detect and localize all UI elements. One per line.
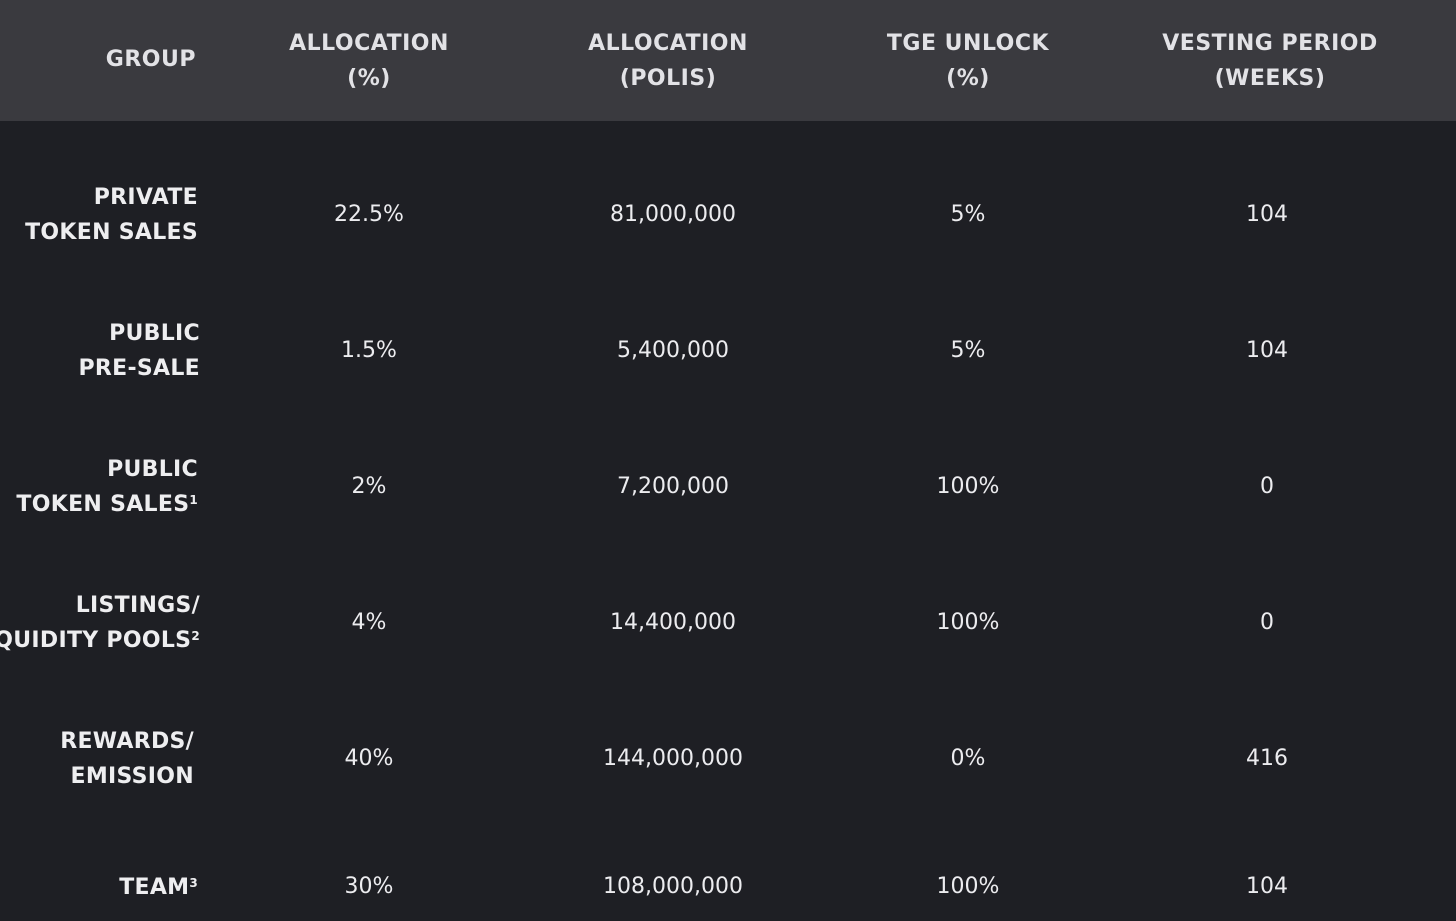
group-line2: TOKEN SALES xyxy=(25,220,198,245)
tge-unlock-cell: 0% xyxy=(950,746,986,771)
header-group-label: GROUP xyxy=(105,47,196,72)
header-allocation-pct-line2: (%) xyxy=(347,66,391,91)
group-line1: LISTINGS/ xyxy=(75,593,200,618)
header-tge-unlock-line2: (%) xyxy=(946,66,990,91)
group-cell: PRIVATE TOKEN SALES xyxy=(25,165,198,265)
tge-unlock-cell: 100% xyxy=(936,610,1000,635)
footnote-marker: 2 xyxy=(191,629,200,643)
allocation-polis-cell: 7,200,000 xyxy=(617,474,729,499)
group-line2-wrap: TOKEN SALES xyxy=(25,215,198,250)
group-cell: PUBLIC TOKEN SALES1 xyxy=(16,437,198,537)
table-header: GROUP ALLOCATION (%) ALLOCATION (POLIS) … xyxy=(0,0,1456,121)
allocation-pct-cell: 2% xyxy=(351,474,387,499)
allocation-polis-cell: 14,400,000 xyxy=(610,610,736,635)
group-line1: PUBLIC xyxy=(109,321,200,346)
allocation-pct-cell: 1.5% xyxy=(341,338,397,363)
group-line2-wrap: TOKEN SALES1 xyxy=(16,487,198,522)
table-row: PUBLIC PRE-SALE 1.5% 5,400,000 5% 104 xyxy=(0,301,1456,401)
header-tge-unlock: TGE UNLOCK (%) xyxy=(887,26,1049,96)
header-allocation-polis: ALLOCATION (POLIS) xyxy=(588,26,748,96)
table-row: REWARDS/ EMISSION 40% 144,000,000 0% 416 xyxy=(0,709,1456,809)
header-vesting-period-line1: VESTING PERIOD xyxy=(1162,31,1378,56)
header-allocation-pct: ALLOCATION (%) xyxy=(289,26,449,96)
tge-unlock-cell: 5% xyxy=(950,338,986,363)
tge-unlock-cell: 100% xyxy=(936,474,1000,499)
header-allocation-pct-line1: ALLOCATION xyxy=(289,31,449,56)
group-line2: EMISSION xyxy=(70,764,194,789)
table-row: PUBLIC TOKEN SALES1 2% 7,200,000 100% 0 xyxy=(0,437,1456,537)
allocation-polis-cell: 5,400,000 xyxy=(617,338,729,363)
group-line1: PUBLIC xyxy=(107,457,198,482)
allocation-pct-cell: 4% xyxy=(351,610,387,635)
vesting-weeks-cell: 104 xyxy=(1246,874,1288,899)
group-line1: PRIVATE xyxy=(93,185,198,210)
header-group: GROUP xyxy=(106,42,196,77)
group-cell: REWARDS/ EMISSION xyxy=(60,709,194,809)
table-row: TEAM3 30% 108,000,000 100% 104 xyxy=(0,837,1456,921)
group-line2-wrap: EMISSION xyxy=(60,759,194,794)
vesting-weeks-cell: 104 xyxy=(1246,338,1288,363)
allocation-pct-cell: 22.5% xyxy=(334,202,404,227)
allocation-polis-cell: 81,000,000 xyxy=(610,202,736,227)
footnote-marker: 3 xyxy=(189,875,198,890)
group-line2-wrap: LIQUIDITY POOLS2 xyxy=(0,623,200,658)
tge-unlock-cell: 100% xyxy=(936,874,1000,899)
header-vesting-period-line2: (WEEKS) xyxy=(1214,66,1326,91)
header-allocation-polis-line1: ALLOCATION xyxy=(588,31,748,56)
table-row: PRIVATE TOKEN SALES 22.5% 81,000,000 5% … xyxy=(0,165,1456,265)
allocation-polis-cell: 108,000,000 xyxy=(603,874,743,899)
footnote-marker: 1 xyxy=(189,493,198,507)
group-line2-wrap: PRE-SALE xyxy=(78,351,200,386)
group-cell: PUBLIC PRE-SALE xyxy=(78,301,200,401)
vesting-weeks-cell: 104 xyxy=(1246,202,1288,227)
group-line2: LIQUIDITY POOLS xyxy=(0,628,192,653)
group-line2-wrap: TEAM3 xyxy=(119,870,198,905)
vesting-weeks-cell: 0 xyxy=(1260,474,1274,499)
header-vesting-period: VESTING PERIOD (WEEKS) xyxy=(1162,26,1377,96)
tge-unlock-cell: 5% xyxy=(950,202,986,227)
group-cell: LISTINGS/ LIQUIDITY POOLS2 xyxy=(0,573,200,673)
allocation-polis-cell: 144,000,000 xyxy=(603,746,743,771)
header-allocation-polis-line2: (POLIS) xyxy=(619,66,717,91)
allocation-pct-cell: 40% xyxy=(344,746,394,771)
vesting-weeks-cell: 0 xyxy=(1260,610,1274,635)
group-line2: TOKEN SALES xyxy=(16,492,190,517)
allocation-pct-cell: 30% xyxy=(344,874,394,899)
group-line2: PRE-SALE xyxy=(78,356,200,381)
group-cell: TEAM3 xyxy=(119,837,198,921)
vesting-weeks-cell: 416 xyxy=(1246,746,1288,771)
group-line1: REWARDS/ xyxy=(60,729,194,754)
table-row: LISTINGS/ LIQUIDITY POOLS2 4% 14,400,000… xyxy=(0,573,1456,673)
group-line2: TEAM xyxy=(119,874,190,900)
header-tge-unlock-line1: TGE UNLOCK xyxy=(886,31,1050,56)
